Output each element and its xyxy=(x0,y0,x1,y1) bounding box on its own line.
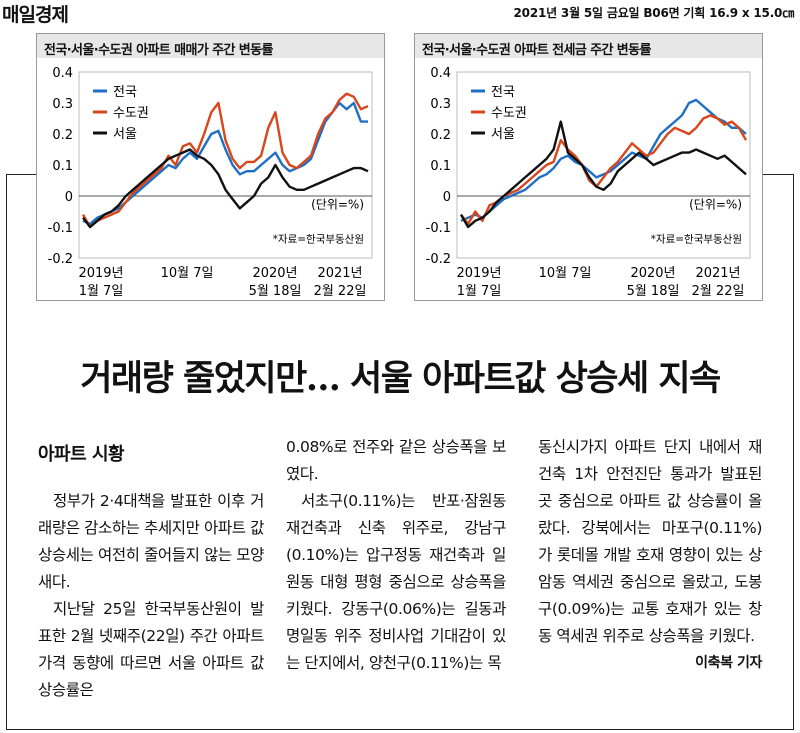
x-tick-label: 2021년 xyxy=(317,266,362,281)
x-tick-label: 1월 7일 xyxy=(79,284,124,299)
x-tick-label: 1월 7일 xyxy=(457,284,502,299)
byline: 이축복 기자 xyxy=(695,655,762,671)
y-tick-label: 0.4 xyxy=(430,66,451,81)
chart-title: 전국·서울·수도권 아파트 매매가 주간 변동률 xyxy=(37,34,384,58)
series-line xyxy=(459,120,747,229)
y-tick-label: 0.2 xyxy=(430,128,451,143)
series-line xyxy=(82,101,368,226)
series-line xyxy=(460,114,748,226)
series-line xyxy=(460,98,747,222)
plot-area xyxy=(78,71,373,259)
legend-label: 서울 xyxy=(113,127,137,142)
chart-sale-price: 전국·서울·수도권 아파트 매매가 주간 변동률 0.4 0.3 0.2 0.1 0 -0… xyxy=(36,33,385,301)
y-tick-label: 0 xyxy=(65,190,73,205)
masthead: 매일경제 xyxy=(2,4,69,26)
source-note: *자료=한국부동산원 xyxy=(651,234,742,246)
publication-info: 2021년 3월 5일 금요일 B06면 기획 16.9 x 15.0㎝ xyxy=(513,6,795,20)
legend-label: 전국 xyxy=(113,85,137,100)
y-tick-label: -0.1 xyxy=(48,221,73,236)
source-note: *자료=한국부동산원 xyxy=(273,234,364,246)
y-tick-label: 0.1 xyxy=(52,159,73,174)
y-tick-label: 0.3 xyxy=(52,97,73,112)
legend-label: 수도권 xyxy=(491,106,527,121)
frame-top-edge xyxy=(760,174,794,175)
paragraph: 지난달 25일 한국부동산원이 발표한 2월 넷째주(22일) 주간 아파트 가… xyxy=(38,600,264,699)
x-tick-label: 2019년 xyxy=(78,266,123,281)
chart-title: 전국·서울·수도권 아파트 전세금 주간 변동률 xyxy=(415,34,762,58)
x-tick-label: 2019년 xyxy=(456,266,501,281)
unit-note: (단위=%) xyxy=(689,197,742,211)
series-line xyxy=(82,148,369,229)
paragraph: 서초구(0.11%)는 반포·잠원동 재건축과 신축 위주로, 강남구(0.10… xyxy=(286,492,506,672)
chart-jeonse: 전국·서울·수도권 아파트 전세금 주간 변동률 0.4 0.3 0.2 0.1 0 -0… xyxy=(414,33,763,301)
x-tick-label: 5월 18일 xyxy=(627,284,680,299)
legend-label: 서울 xyxy=(491,127,515,142)
article-column-3: 동신시가지 아파트 단지 내에서 재건축 1차 안전진단 통과가 발표된 곳 중… xyxy=(538,434,762,677)
paragraph: 정부가 2·4대책을 발표한 이후 거래량은 감소하는 추세지만 아파트 값 상… xyxy=(38,492,265,591)
legend-label: 전국 xyxy=(491,85,515,100)
unit-note: (단위=%) xyxy=(311,197,364,211)
section-label: 아파트 시황 xyxy=(38,444,125,465)
x-tick-label: 2020년 xyxy=(252,266,297,281)
legend-label: 수도권 xyxy=(113,106,149,121)
paragraph: 동신시가지 아파트 단지 내에서 재건축 1차 안전진단 통과가 발표된 곳 중… xyxy=(538,438,762,645)
x-tick-label: 10월 7일 xyxy=(161,266,214,281)
article-column-2: 0.08%로 전주와 같은 상승폭을 보였다. 서초구(0.11%)는 반포·잠원… xyxy=(286,434,506,677)
y-tick-label: 0 xyxy=(443,190,451,205)
x-tick-label: 2020년 xyxy=(630,266,675,281)
article-frame xyxy=(6,174,794,730)
paragraph: 0.08%로 전주와 같은 상승폭을 보였다. xyxy=(286,438,506,483)
x-tick-label: 10월 7일 xyxy=(539,266,592,281)
y-tick-label: 0.4 xyxy=(52,66,73,81)
headline: 거래량 줄었지만… 서울 아파트값 상승세 지속 xyxy=(80,358,721,399)
frame-top-edge xyxy=(6,174,36,175)
y-tick-label: -0.2 xyxy=(426,252,451,267)
x-tick-label: 5월 18일 xyxy=(249,284,302,299)
y-tick-label: 0.3 xyxy=(430,97,451,112)
series-line xyxy=(81,92,369,229)
x-tick-label: 2021년 xyxy=(695,266,740,281)
y-tick-label: 0.1 xyxy=(430,159,451,174)
x-tick-label: 2월 22일 xyxy=(692,284,745,299)
y-tick-label: -0.1 xyxy=(426,221,451,236)
article-column-1: 정부가 2·4대책을 발표한 이후 거래량은 감소하는 추세지만 아파트 값 상… xyxy=(38,488,264,704)
y-tick-label: 0.2 xyxy=(52,128,73,143)
y-tick-label: -0.2 xyxy=(48,252,73,267)
x-tick-label: 2월 22일 xyxy=(314,284,367,299)
